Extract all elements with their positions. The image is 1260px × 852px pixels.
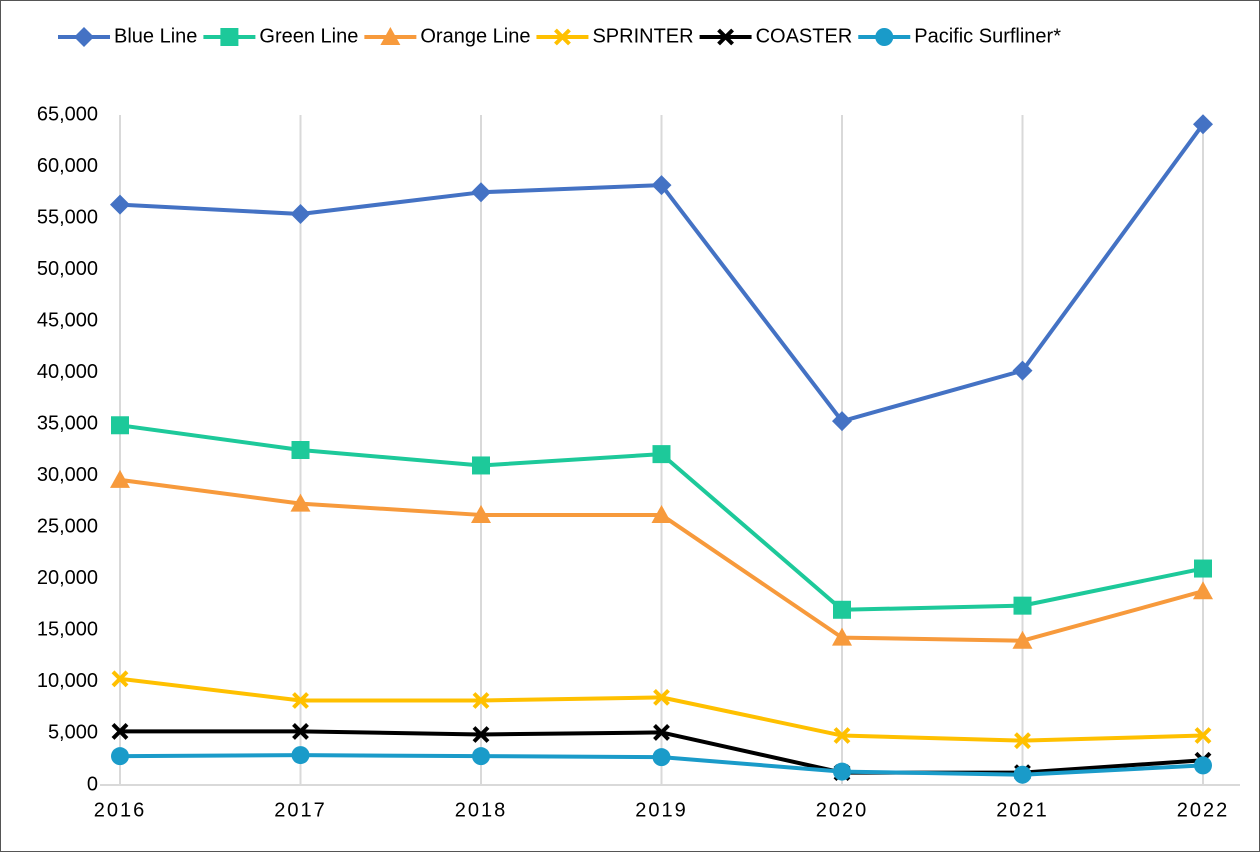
x-tick-label: 2020	[816, 799, 869, 821]
x-tick-label: 2017	[274, 799, 327, 821]
data-point	[290, 493, 311, 512]
data-point	[653, 724, 670, 741]
data-point	[111, 747, 129, 766]
data-point	[833, 762, 851, 781]
data-point	[111, 416, 129, 435]
data-point	[292, 692, 309, 709]
legend-label: Blue Line	[114, 25, 197, 47]
data-point	[471, 182, 491, 203]
x-tick-label: 2019	[635, 799, 688, 821]
data-point	[472, 692, 490, 709]
y-tick-label: 25,000	[37, 516, 98, 538]
data-point	[833, 727, 851, 744]
data-point	[832, 627, 852, 646]
legend-label: Pacific Surfliner*	[914, 25, 1061, 47]
y-tick-label: 60,000	[37, 155, 98, 177]
legend-item: Blue Line	[58, 25, 197, 47]
legend-item: SPRINTER	[536, 25, 694, 47]
data-point	[653, 688, 670, 706]
data-point	[1012, 360, 1033, 381]
data-point	[291, 441, 310, 459]
x-tick-label: 2021	[996, 799, 1049, 821]
data-point	[471, 504, 491, 523]
legend-item: Orange Line	[364, 25, 530, 47]
legend-marker	[717, 28, 734, 46]
y-tick-label: 55,000	[37, 206, 98, 228]
y-tick-label: 15,000	[37, 619, 98, 641]
legend-label: Orange Line	[420, 25, 530, 47]
y-tick-label: 20,000	[37, 567, 98, 589]
data-point	[472, 456, 490, 475]
legend-item: Green Line	[203, 25, 358, 47]
data-point	[110, 469, 130, 488]
y-tick-label: 35,000	[37, 413, 98, 435]
data-point	[651, 175, 672, 196]
legend-label: SPRINTER	[592, 25, 693, 47]
data-point	[1193, 581, 1213, 600]
legend-marker	[220, 28, 239, 46]
data-point	[651, 504, 672, 523]
legend-item: COASTER	[699, 25, 853, 47]
legend-label: COASTER	[756, 25, 853, 47]
legend-marker	[554, 28, 571, 46]
x-tick-label: 2022	[1177, 799, 1230, 821]
y-tick-label: 65,000	[37, 103, 98, 125]
data-point	[1193, 114, 1213, 135]
legend-marker	[74, 27, 94, 47]
data-point	[1194, 756, 1212, 775]
data-point	[291, 746, 310, 765]
data-point	[1194, 559, 1212, 578]
legend-label: Green Line	[259, 25, 358, 47]
data-point	[1194, 727, 1212, 744]
legend-item: Pacific Surfliner*	[858, 25, 1061, 47]
data-point	[111, 722, 129, 740]
y-tick-label: 45,000	[37, 309, 98, 331]
x-tick-label: 2016	[94, 799, 147, 821]
legend-marker	[875, 28, 894, 46]
y-tick-label: 10,000	[37, 670, 98, 692]
data-point	[1013, 596, 1032, 615]
x-tick-label: 2018	[455, 799, 508, 821]
data-point	[110, 194, 130, 215]
data-point	[111, 670, 129, 688]
y-tick-label: 40,000	[37, 361, 98, 383]
data-point	[1014, 732, 1031, 750]
legend-marker	[380, 27, 401, 45]
y-tick-label: 0	[87, 773, 98, 795]
data-point	[1012, 630, 1033, 649]
y-tick-label: 50,000	[37, 258, 98, 280]
y-tick-label: 30,000	[37, 464, 98, 486]
y-tick-label: 5,000	[48, 722, 98, 744]
data-point	[472, 747, 490, 766]
data-point	[652, 748, 671, 767]
data-point	[1013, 765, 1032, 784]
data-point	[833, 600, 851, 619]
data-point	[472, 726, 490, 743]
data-point	[292, 722, 309, 740]
data-point	[290, 203, 311, 224]
data-point	[832, 411, 852, 432]
data-point	[652, 445, 671, 464]
